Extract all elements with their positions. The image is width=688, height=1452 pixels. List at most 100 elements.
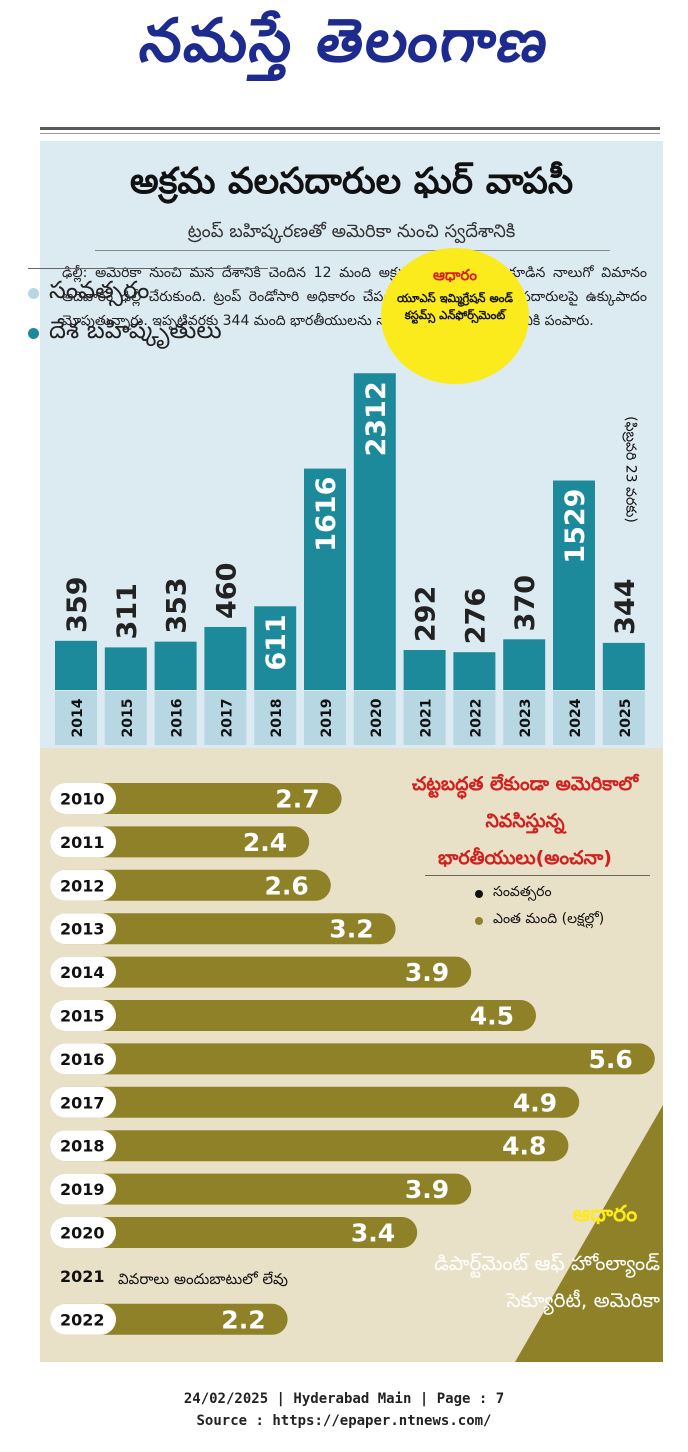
year-cell-2022	[453, 691, 496, 745]
legend-item-year: సంవత్సరం	[28, 273, 268, 313]
bottom-chart-title: చట్టబద్ధత లేకుండా అమెరికాలో నివసిస్తున్న…	[411, 773, 639, 869]
deport-bar-2021	[403, 649, 446, 690]
resident-value-2014: 3.9	[405, 958, 449, 987]
resident-year-cell-2014	[50, 956, 116, 988]
resident-value-2017: 4.9	[513, 1088, 557, 1117]
bottom-legend-count: ఎంత మంది (లక్షల్లో)	[475, 911, 604, 930]
resident-year-2011: 2011	[60, 833, 105, 852]
legend-label-year-bottom: సంవత్సరం	[493, 884, 552, 900]
year-cell-2025	[602, 691, 645, 745]
subhead-rule	[95, 250, 610, 251]
legend-dot-deported	[28, 327, 39, 339]
deport-bar-2017	[204, 626, 247, 690]
bottom-legend-year: సంవత్సరం	[475, 884, 552, 903]
resident-year-cell-2018	[50, 1130, 116, 1162]
bottom-source-text: డిపార్ట్‌మెంట్ ఆఫ్ హోంల్యాండ్ సెక్యూరిటీ…	[434, 1251, 660, 1312]
top-legend: సంవత్సరం దేశ బహిష్కృతులు	[28, 268, 268, 353]
deport-value-2015: 311	[112, 583, 143, 639]
year-cell-2014	[55, 691, 97, 745]
resident-bar-2019	[50, 1173, 472, 1205]
deport-bar-2016	[154, 641, 197, 690]
resident-bar-2017	[50, 1086, 580, 1118]
headline: అక్రమ వలసదారుల ఘర్ వాపసీ	[129, 161, 574, 202]
deport-value-2018: 611	[261, 614, 292, 670]
resident-year-cell-2012	[50, 869, 116, 901]
deport-bar-2019	[304, 468, 346, 690]
deport-value-2021: 292	[411, 586, 442, 642]
top-source-badge: ఆధారం యూఎస్ ఇమ్మిగ్రేషన్ అండ్ కస్టమ్స్ ఎ…	[381, 248, 529, 384]
year-label-2024: 2024	[568, 698, 584, 737]
year-label-2019: 2019	[319, 699, 335, 738]
resident-year-2016: 2016	[60, 1050, 105, 1069]
resident-year-cell-2020	[50, 1217, 116, 1248]
deport-bar-2015	[104, 647, 147, 690]
deport-bar-2022	[453, 652, 496, 690]
deport-value-2014: 359	[62, 576, 93, 632]
deport-bar-2024	[553, 480, 595, 690]
footer-edition: 24/02/2025 | Hyderabad Main | Page : 7	[183, 1391, 505, 1407]
deport-value-2023: 370	[510, 575, 541, 631]
resident-bar-2020	[50, 1217, 418, 1248]
resident-year-2012: 2012	[60, 876, 105, 895]
resident-bar-2012	[50, 869, 331, 901]
resident-year-2015: 2015	[60, 1007, 105, 1026]
resident-value-2019: 3.9	[405, 1175, 449, 1204]
year-label-2017: 2017	[219, 699, 235, 738]
legend-item-deported: దేశ బహిష్కృతులు	[28, 313, 268, 353]
resident-year-cell-2011	[50, 826, 116, 858]
resident-value-2016: 5.6	[589, 1045, 633, 1074]
legend-dot-year-bottom	[475, 889, 483, 898]
year-cell-2020	[353, 691, 396, 745]
deport-bar-2018	[254, 606, 297, 690]
resident-value-2015: 4.5	[470, 1002, 514, 1031]
year-label-2015: 2015	[120, 699, 136, 738]
deport-value-2017: 460	[211, 563, 242, 619]
resident-year-2014: 2014	[60, 963, 105, 982]
year-cell-2015	[104, 691, 147, 745]
deport-bar-2023	[503, 639, 546, 690]
resident-bar-2014	[50, 956, 472, 988]
year-cell-2017	[204, 691, 247, 745]
resident-year-2013: 2013	[60, 920, 105, 939]
resident-value-2022: 2.2	[221, 1305, 265, 1334]
top-source-text: యూఎస్ ఇమ్మిగ్రేషన్ అండ్ కస్టమ్స్ ఎన్‌ఫోర…	[396, 291, 514, 322]
resident-year-2019: 2019	[60, 1180, 105, 1199]
resident-year-cell-2010	[50, 783, 116, 814]
resident-year-2022: 2022	[60, 1310, 105, 1329]
year-label-2023: 2023	[518, 699, 534, 738]
resident-year-2020: 2020	[60, 1224, 105, 1243]
footer-source: Source : https://epaper.ntnews.com/	[196, 1413, 492, 1429]
no-data-label: వివరాలు అందుబాటులో లేవు	[118, 1270, 289, 1288]
resident-year-cell-2013	[50, 913, 116, 945]
deport-value-2022: 276	[460, 588, 491, 644]
resident-year-cell-2015	[50, 1000, 116, 1031]
masthead-rule	[40, 127, 660, 130]
deport-bar-2025	[602, 642, 645, 690]
deport-value-2024: 1529	[560, 489, 591, 564]
resident-value-2018: 4.8	[502, 1132, 546, 1161]
resident-value-2013: 3.2	[329, 915, 373, 944]
resident-year-cell-2019	[50, 1173, 116, 1205]
resident-value-2020: 3.4	[351, 1219, 395, 1248]
bottom-title-rule	[425, 875, 650, 876]
year-cell-2018	[254, 691, 297, 745]
year-label-2020: 2020	[369, 698, 385, 737]
year-cell-2023	[503, 691, 546, 745]
resident-year-2010: 2010	[60, 790, 105, 809]
year-cell-2019	[304, 691, 346, 745]
resident-bar-2013	[50, 913, 396, 945]
year-cell-2021	[403, 691, 446, 745]
year-label-2016: 2016	[170, 699, 186, 738]
legend-label-deported: దేశ బహిష్కృతులు	[49, 316, 222, 344]
deport-value-2020: 2312	[361, 381, 392, 456]
resident-value-2010: 2.7	[275, 785, 319, 814]
resident-year-2018: 2018	[60, 1137, 105, 1156]
deport-value-2016: 353	[162, 577, 193, 633]
resident-year-2017: 2017	[60, 1093, 105, 1112]
legend-rule	[28, 268, 268, 269]
year-label-2021: 2021	[419, 699, 435, 738]
year-label-2022: 2022	[468, 699, 484, 738]
resident-year-cell-2022	[50, 1303, 116, 1335]
bottom-source-label: ఆధారం	[572, 1202, 638, 1227]
